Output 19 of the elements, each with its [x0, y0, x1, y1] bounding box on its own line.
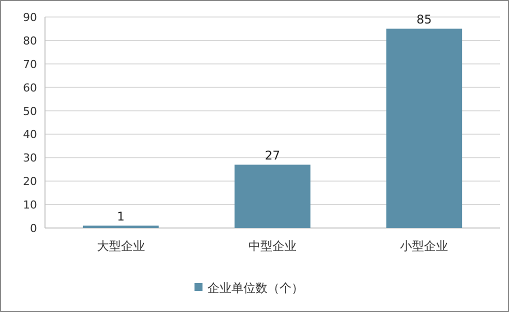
y-tick-label: 0 — [30, 222, 37, 235]
data-label: 27 — [264, 148, 280, 163]
bar — [234, 164, 310, 228]
bar — [386, 28, 462, 228]
y-tick-label: 50 — [23, 104, 37, 118]
data-label: 1 — [117, 210, 125, 224]
y-tick-label: 20 — [23, 175, 37, 188]
y-tick-label: 80 — [23, 34, 37, 48]
y-tick-label: 90 — [23, 11, 37, 24]
y-tick-label: 30 — [23, 152, 37, 165]
data-label: 85 — [416, 12, 432, 27]
y-tick-label: 10 — [23, 198, 37, 212]
x-tick-label: 小型企业 — [400, 239, 448, 253]
x-tick-label: 大型企业 — [96, 239, 145, 253]
y-tick-label: 40 — [23, 128, 37, 142]
legend-label: 企业单位数（个） — [208, 281, 304, 295]
y-tick-label: 70 — [23, 58, 37, 71]
y-tick-label: 60 — [23, 81, 37, 94]
x-tick-label: 中型企业 — [248, 239, 296, 253]
